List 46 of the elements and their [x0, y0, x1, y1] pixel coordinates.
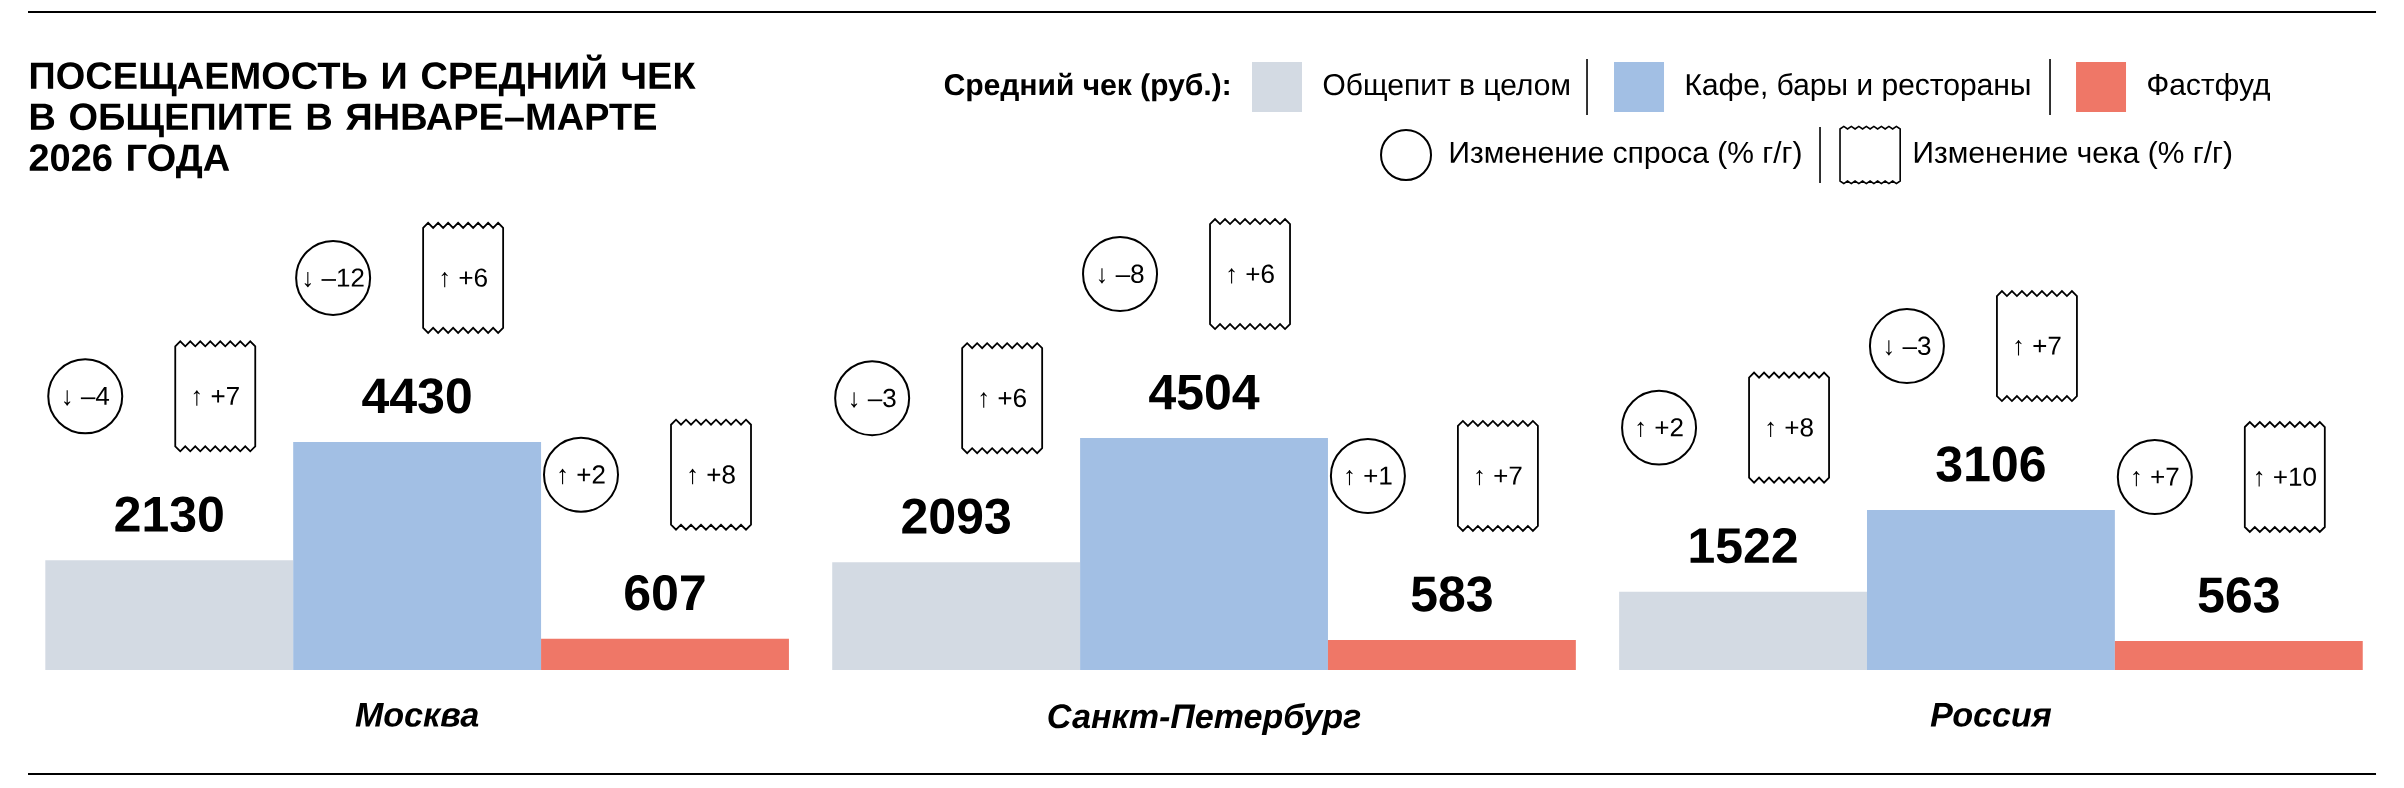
legend-label: Фастфуд [2148, 73, 2270, 101]
data-label: 2130 [115, 496, 223, 533]
text: ↓ –3 [851, 388, 896, 408]
bar [1619, 591, 1867, 670]
text: ↑ +8 [1767, 418, 1813, 438]
text: ↓ –8 [1098, 264, 1144, 284]
bar [45, 560, 294, 670]
legend-label: Общепит в целом [1323, 73, 1569, 101]
bar [1080, 438, 1328, 670]
annotation: ↑ +7 [2133, 467, 2179, 487]
annotation: ↑ +10 [2256, 467, 2316, 487]
data-label: 4504 [1149, 374, 1260, 410]
text: ↑ +6 [980, 388, 1026, 408]
bar [293, 441, 542, 670]
text: ↓ –3 [1885, 336, 1931, 356]
bar [541, 638, 789, 670]
x-tick-label: Россия [1930, 703, 2052, 727]
text: ↑ +2 [1637, 418, 1683, 438]
text: ↑ +6 [1228, 264, 1274, 284]
text: Изменение спроса (% г/г) [1450, 141, 1801, 169]
bar [832, 562, 1081, 670]
data-label: 563 [2198, 577, 2279, 613]
data-label: 2093 [902, 498, 1010, 534]
annotation: ↑ +1 [1346, 466, 1392, 486]
text: ↑ +6 [441, 268, 487, 288]
x-tick-label: Москва [355, 703, 479, 727]
text: Изменение чека (% г/г) [1914, 141, 2232, 169]
legend-title: Средний чек (руб.): [944, 72, 1229, 102]
chart-title: ПОСЕЩАЕМОСТЬ И СРЕДНИЙ ЧЕК В ОБЩЕПИТЕ В ЯНВАРЕ–МАРТЕ 2026 ГОДА [29, 54, 696, 179]
data-label: 3106 [1936, 446, 2045, 482]
data-label: 4430 [362, 378, 471, 414]
data-label: 1522 [1690, 527, 1797, 564]
bar [2114, 641, 2363, 670]
annotation: ↑ +8 [689, 465, 735, 485]
bar [1327, 639, 1576, 670]
text: ↑ +7 [193, 387, 239, 406]
text: ↓ –4 [64, 387, 110, 406]
x-tick-label: Санкт-Петербург [1048, 703, 1361, 736]
text: ↑ +7 [2015, 336, 2061, 356]
annotation: ↑ +2 [559, 465, 605, 485]
data-label: 583 [1411, 576, 1492, 612]
text: ↓ –12 [304, 268, 364, 288]
legend-label: Кафе, бары и рестораны [1686, 72, 2030, 102]
data-label: 607 [625, 575, 705, 611]
bar [1866, 510, 2115, 670]
annotation: ↑ +7 [1476, 466, 1522, 486]
